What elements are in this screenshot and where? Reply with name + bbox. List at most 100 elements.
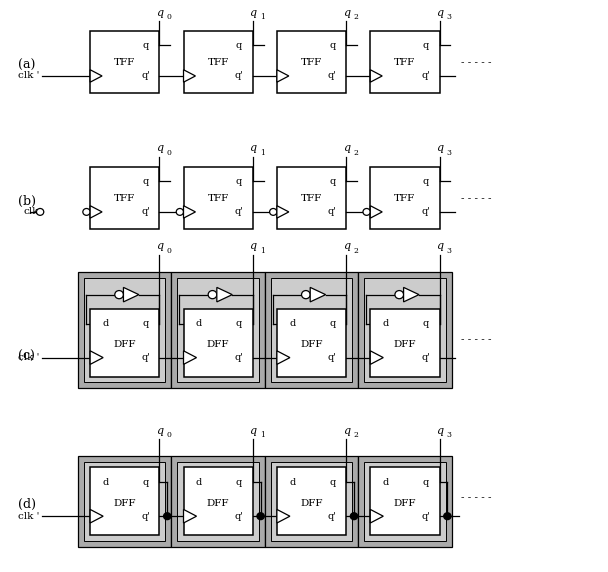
Text: q: q (156, 241, 163, 252)
Bar (277, 467, 346, 535)
Text: q: q (423, 177, 429, 186)
Bar (370, 309, 440, 376)
Text: - - - - -: - - - - - (461, 194, 491, 202)
Text: - - - - -: - - - - - (461, 494, 491, 502)
Bar (358, 272, 452, 388)
Text: q': q' (141, 512, 150, 521)
Text: q': q' (328, 72, 337, 81)
Text: q: q (249, 144, 257, 153)
Bar (277, 309, 346, 376)
Circle shape (350, 513, 358, 519)
Polygon shape (184, 351, 196, 364)
Text: 1: 1 (260, 149, 265, 157)
Text: DFF: DFF (207, 340, 229, 349)
Bar (84, 462, 165, 541)
Text: q': q' (328, 353, 337, 362)
Bar (178, 462, 259, 541)
Circle shape (269, 208, 277, 215)
Bar (271, 277, 352, 382)
Bar (265, 456, 358, 547)
Text: q': q' (235, 353, 243, 362)
Text: q': q' (421, 208, 430, 216)
Circle shape (164, 513, 171, 519)
Text: d: d (102, 319, 108, 328)
Bar (370, 31, 440, 93)
Text: q: q (436, 144, 443, 153)
Text: q: q (329, 319, 336, 328)
Text: q: q (142, 41, 149, 50)
Text: 3: 3 (447, 431, 452, 439)
Text: TFF: TFF (301, 58, 322, 67)
Bar (90, 467, 159, 535)
Text: q: q (249, 426, 257, 435)
Polygon shape (370, 206, 382, 218)
Bar (358, 456, 452, 547)
Text: q: q (329, 478, 336, 487)
Polygon shape (90, 351, 103, 364)
Text: clk ': clk ' (18, 512, 39, 521)
Text: d: d (196, 478, 202, 487)
Text: d: d (382, 319, 389, 328)
Text: q: q (436, 241, 443, 252)
Polygon shape (90, 206, 102, 218)
Text: q': q' (235, 72, 243, 81)
Text: 0: 0 (167, 149, 171, 157)
Text: q: q (142, 478, 149, 487)
Text: (c): (c) (18, 349, 35, 363)
Bar (78, 456, 171, 547)
Circle shape (115, 291, 123, 299)
Text: clk ': clk ' (18, 72, 39, 81)
Bar (90, 31, 159, 93)
Text: q: q (343, 7, 350, 18)
Circle shape (257, 513, 264, 519)
Text: q: q (343, 241, 350, 252)
Text: TFF: TFF (394, 194, 415, 202)
Bar (184, 467, 253, 535)
Text: d: d (102, 478, 108, 487)
Text: q: q (236, 177, 242, 186)
Circle shape (363, 208, 370, 215)
Text: q: q (343, 144, 350, 153)
Circle shape (302, 291, 310, 299)
Text: q: q (423, 478, 429, 487)
Text: DFF: DFF (207, 499, 229, 508)
Text: 2: 2 (353, 13, 358, 21)
Bar (370, 467, 440, 535)
Text: q: q (142, 319, 149, 328)
Text: 1: 1 (260, 247, 265, 255)
Polygon shape (277, 351, 290, 364)
Polygon shape (370, 351, 383, 364)
Text: 2: 2 (353, 431, 358, 439)
Text: q: q (236, 478, 242, 487)
Text: DFF: DFF (300, 340, 323, 349)
Text: q: q (249, 241, 257, 252)
Text: q: q (236, 41, 242, 50)
Text: (a): (a) (18, 59, 35, 72)
Text: (b): (b) (18, 195, 36, 208)
Text: q: q (156, 7, 163, 18)
Text: q': q' (421, 512, 430, 521)
Text: TFF: TFF (301, 194, 322, 202)
Text: q': q' (141, 72, 150, 81)
Text: TFF: TFF (114, 58, 136, 67)
Polygon shape (184, 70, 195, 82)
Text: q': q' (235, 512, 243, 521)
Circle shape (444, 513, 451, 519)
Polygon shape (184, 206, 195, 218)
Polygon shape (370, 510, 383, 523)
Text: DFF: DFF (300, 499, 323, 508)
Text: TFF: TFF (394, 58, 415, 67)
Text: (d): (d) (18, 498, 36, 511)
Text: 0: 0 (167, 247, 171, 255)
Bar (184, 31, 253, 93)
Text: TFF: TFF (114, 194, 136, 202)
Circle shape (176, 208, 184, 215)
Bar (84, 277, 165, 382)
Text: clk ': clk ' (18, 353, 39, 362)
Text: clk: clk (24, 208, 39, 216)
Text: q': q' (421, 72, 430, 81)
Bar (184, 167, 253, 229)
Text: DFF: DFF (393, 499, 416, 508)
Polygon shape (310, 287, 326, 302)
Text: d: d (382, 478, 389, 487)
